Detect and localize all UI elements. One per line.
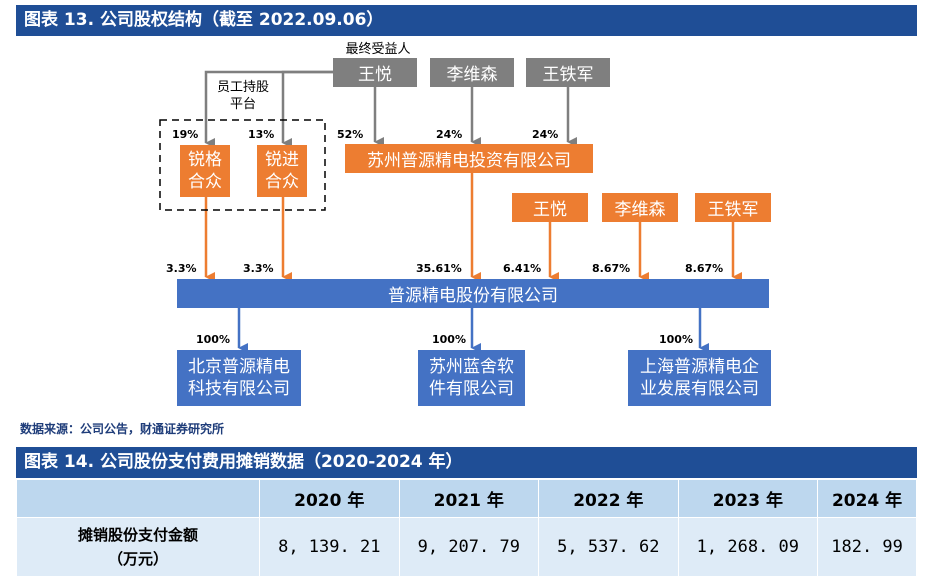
main-company: 普源精电股份有限公司 (177, 279, 769, 308)
employee-platform-frame (159, 119, 326, 211)
subsidiary-suzhou: 苏州蓝舍软 件有限公司 (418, 350, 525, 406)
source-note: 数据来源：公司公告，财通证券研究所 (20, 422, 225, 436)
owner-wangtiejun-direct: 王铁军 (695, 193, 771, 222)
investment-company: 苏州普源精电投资有限公司 (345, 144, 593, 173)
value-2022: 5, 537. 62 (538, 517, 679, 577)
pct-inv-wangyue: 52% (337, 128, 364, 141)
pct-sub-beijing: 100% (196, 333, 230, 346)
platform-ruige: 锐格 合众 (180, 145, 230, 197)
pct-co-wangyue: 6.41% (503, 262, 542, 275)
table-header-row: 2020 年 2021 年 2022 年 2023 年 2024 年 (16, 479, 917, 518)
owner-liweisen-top: 李维森 (430, 58, 514, 87)
pct-sub-suzhou: 100% (432, 333, 466, 346)
figure-14-title: 图表 14. 公司股份支付费用摊销数据（2020-2024 年） (16, 447, 917, 478)
subsidiary-shanghai: 上海普源精电企 业发展有限公司 (628, 350, 771, 406)
header-2020: 2020 年 (259, 479, 400, 518)
pct-ruige: 19% (172, 128, 199, 141)
table-row: 摊销股份支付金额 （万元） 8, 139. 21 9, 207. 79 5, 5… (16, 517, 917, 577)
pct-co-investment: 35.61% (416, 262, 462, 275)
pct-co-ruige: 3.3% (166, 262, 197, 275)
header-2021: 2021 年 (398, 479, 540, 518)
row-label: 摊销股份支付金额 （万元） (16, 517, 260, 577)
pct-inv-wangtiejun: 24% (532, 128, 559, 141)
subsidiary-beijing: 北京普源精电 科技有限公司 (177, 350, 301, 406)
pct-inv-liweisen: 24% (436, 128, 463, 141)
header-2022: 2022 年 (538, 479, 679, 518)
employee-platform-label: 员工持股 平台 (216, 80, 269, 112)
pct-sub-shanghai: 100% (659, 333, 693, 346)
header-2023: 2023 年 (677, 479, 819, 518)
value-2021: 9, 207. 79 (398, 517, 540, 577)
amortization-table: 2020 年 2021 年 2022 年 2023 年 2024 年 摊销股份支… (16, 479, 917, 577)
figure-13-title: 图表 13. 公司股权结构（截至 2022.09.06） (16, 5, 917, 36)
header-2024: 2024 年 (817, 479, 917, 518)
pct-ruijin: 13% (248, 128, 275, 141)
owner-liweisen-direct: 李维森 (602, 193, 678, 222)
pct-co-wangtiejun: 8.67% (685, 262, 724, 275)
value-2020: 8, 139. 21 (259, 517, 400, 577)
owner-wangyue-top: 王悦 (333, 58, 417, 87)
owner-wangyue-direct: 王悦 (512, 193, 588, 222)
owner-wangtiejun-top: 王铁军 (526, 58, 610, 87)
line-wangyue-to-ruijin (281, 70, 333, 148)
header-empty-cell (16, 479, 260, 518)
ultimate-beneficiary-label: 最终受益人 (345, 42, 411, 57)
connector-lines (159, 70, 742, 353)
pct-co-ruijin: 3.3% (243, 262, 274, 275)
value-2024: 182. 99 (817, 517, 917, 577)
platform-ruijin: 锐进 合众 (257, 145, 307, 197)
value-2023: 1, 268. 09 (677, 517, 819, 577)
pct-co-liweisen: 8.67% (592, 262, 631, 275)
